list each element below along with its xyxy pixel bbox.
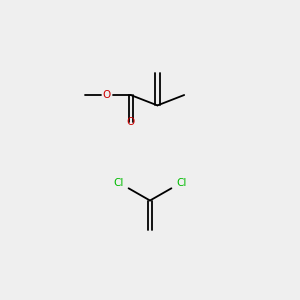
Text: O: O bbox=[103, 90, 111, 100]
Text: Cl: Cl bbox=[176, 178, 186, 188]
Text: O: O bbox=[127, 117, 135, 127]
Text: Cl: Cl bbox=[114, 178, 124, 188]
